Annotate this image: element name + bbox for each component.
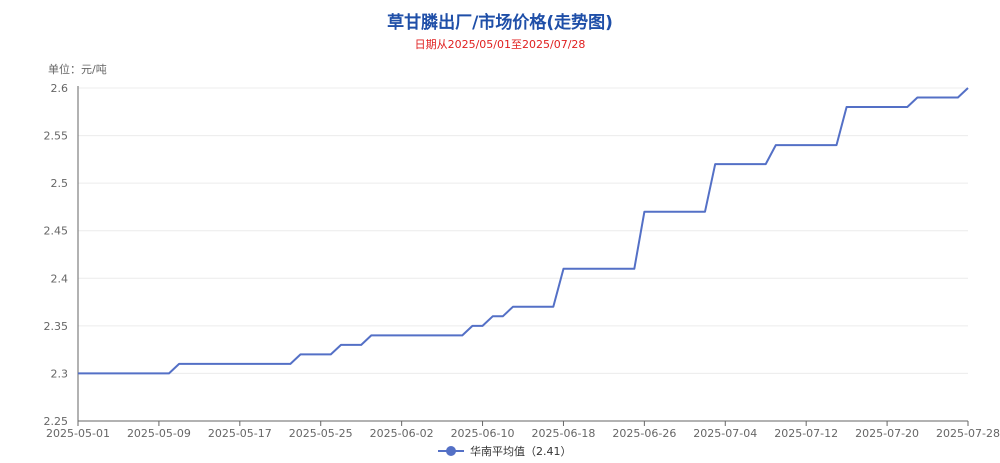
y-tick-label: 2.5 — [51, 177, 69, 190]
series-line — [78, 87, 969, 375]
y-tick-label: 2.25 — [44, 415, 69, 428]
y-tick-label: 2.6 — [51, 82, 69, 95]
series-lines — [78, 87, 969, 375]
legend-line-dot-icon — [438, 445, 464, 457]
x-tick-label: 2025-06-10 — [451, 427, 515, 440]
x-tick-label: 2025-07-28 — [936, 427, 1000, 440]
x-tick-label: 2025-07-20 — [855, 427, 919, 440]
legend[interactable]: 华南平均值（2.41） — [438, 443, 572, 459]
y-tick-label: 2.45 — [44, 225, 69, 238]
legend-label: 华南平均值（2.41） — [470, 445, 572, 458]
x-tick-label: 2025-07-12 — [774, 427, 838, 440]
y-unit-label: 单位：元/吨 — [48, 63, 107, 76]
y-tick-label: 2.55 — [44, 130, 69, 143]
y-tick-labels: 2.25 2.3 2.35 2.4 2.45 2.5 2.55 2.6 — [44, 82, 69, 428]
y-tick-label: 2.3 — [51, 367, 69, 380]
x-tick-label: 2025-05-09 — [127, 427, 191, 440]
y-tick-label: 2.35 — [44, 320, 69, 333]
x-tick-label: 2025-05-01 — [46, 427, 110, 440]
x-tick-label: 2025-05-25 — [289, 427, 353, 440]
x-tick-labels: 2025-05-01 2025-05-09 2025-05-17 2025-05-25… — [46, 427, 1000, 440]
x-tick-label: 2025-06-26 — [612, 427, 676, 440]
chart-subtitle: 日期从2025/05/01至2025/07/28 — [414, 38, 586, 51]
y-tick-label: 2.4 — [51, 272, 69, 285]
gridlines — [78, 87, 968, 374]
x-tick-label: 2025-06-02 — [370, 427, 434, 440]
x-tick-label: 2025-06-18 — [531, 427, 595, 440]
x-tick-label: 2025-07-04 — [693, 427, 757, 440]
axes — [77, 86, 969, 426]
x-tick-label: 2025-05-17 — [208, 427, 272, 440]
chart-title: 草甘膦出厂/市场价格(走势图) — [387, 13, 613, 33]
